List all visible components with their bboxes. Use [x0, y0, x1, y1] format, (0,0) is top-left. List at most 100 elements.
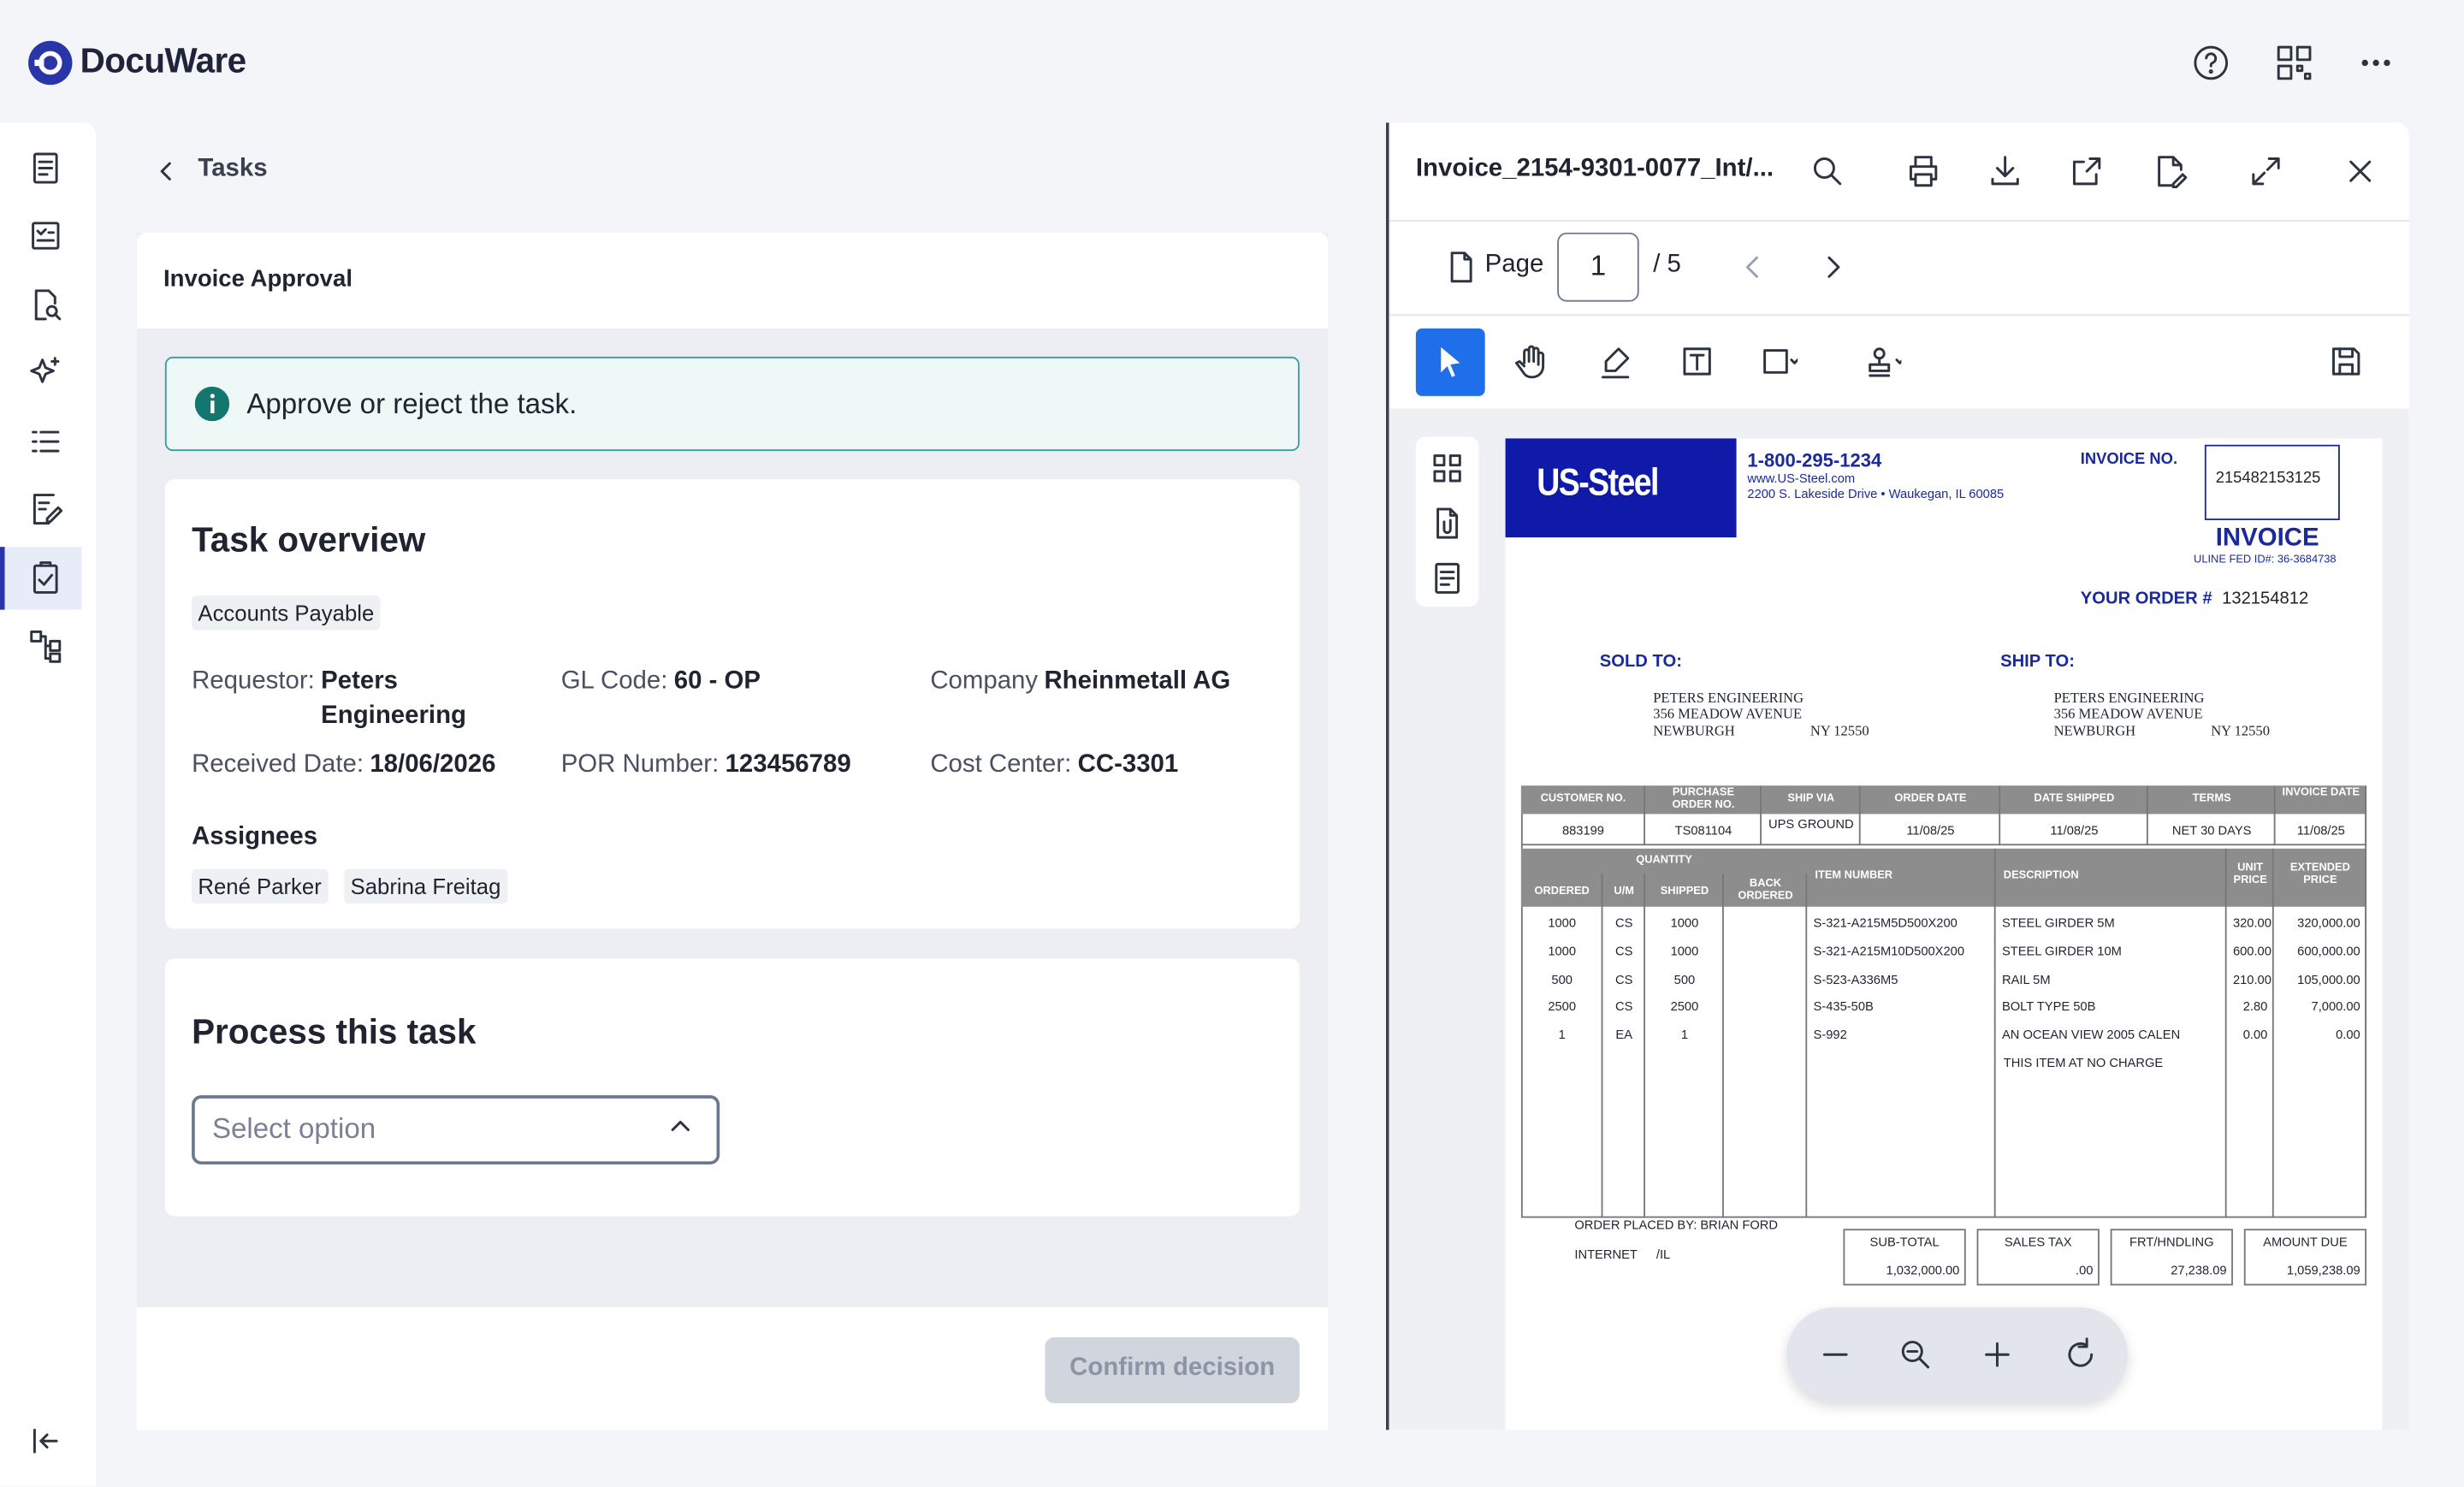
- invoice-text: PETERS ENGINEERING: [1653, 690, 1804, 706]
- table-value: 320,000.00: [2297, 915, 2360, 931]
- collapse-sidebar[interactable]: [28, 1424, 62, 1458]
- table-value: 500: [1551, 972, 1573, 986]
- invoice-text: INVOICE: [2215, 524, 2319, 552]
- field-value: Peters Engineering: [321, 667, 466, 730]
- total-box: [2110, 1229, 2233, 1286]
- page-input[interactable]: [1557, 232, 1639, 302]
- field: Company Rheinmetall AG: [930, 665, 1230, 699]
- invoice-page: [1505, 438, 2383, 1431]
- table-cell: [2274, 848, 2367, 1218]
- select-placeholder: Select option: [211, 1112, 376, 1145]
- field-value: CC-3301: [1077, 750, 1179, 779]
- nav-task-list[interactable]: [27, 560, 64, 597]
- field: POR Number: 123456789: [561, 748, 851, 782]
- nav-documents[interactable]: [27, 149, 64, 187]
- field-label: Company: [930, 667, 1039, 695]
- table-value: 1: [1558, 1028, 1566, 1043]
- nav-search[interactable]: [27, 286, 64, 323]
- field-label: GL Code:: [560, 667, 668, 695]
- select-dropdown[interactable]: [192, 1095, 720, 1164]
- zoom-fit-button[interactable]: [1898, 1337, 1933, 1371]
- total-box: [2243, 1229, 2367, 1286]
- field-label: Requestor:: [192, 667, 315, 695]
- table-header: DATE SHIPPED: [2034, 793, 2115, 805]
- nav-lists[interactable]: [27, 423, 64, 460]
- table-value: NET 30 DAYS: [2171, 823, 2252, 838]
- share-button[interactable]: [2068, 152, 2106, 190]
- table-value: 600.00: [2232, 944, 2272, 959]
- table-value: 210.00: [2232, 972, 2272, 986]
- rotate-button[interactable]: [2062, 1336, 2100, 1373]
- back-button[interactable]: [156, 159, 178, 184]
- more-button[interactable]: [2355, 43, 2396, 84]
- table-value: S-992: [1813, 1028, 1847, 1043]
- attachments-button[interactable]: [1429, 505, 1466, 542]
- table-value: 1000: [1670, 915, 1699, 931]
- table-value: 11/08/25: [2296, 823, 2345, 838]
- expand-button[interactable]: [2247, 152, 2284, 190]
- breadcrumb-link[interactable]: Tasks: [198, 155, 268, 183]
- table-cell: [1996, 848, 2227, 1218]
- divider: [1389, 220, 2409, 222]
- table-value: 1000: [1670, 944, 1699, 959]
- nav-tasks[interactable]: [27, 216, 64, 254]
- confirm-button[interactable]: [1045, 1337, 1300, 1404]
- table-cell: [1761, 785, 1861, 846]
- table-value: 11/08/25: [1906, 823, 1955, 838]
- field-value: 18/06/2026: [370, 750, 496, 779]
- prev-page-button[interactable]: [1735, 248, 1773, 286]
- pan-tool[interactable]: [1512, 342, 1549, 380]
- highlight-tool[interactable]: [1596, 342, 1634, 380]
- help-button[interactable]: [2190, 43, 2231, 84]
- invoice-text: ORDER PLACED BY: BRIAN FORD: [1574, 1217, 1778, 1232]
- print-button[interactable]: [1904, 152, 1942, 190]
- invoice-logo-block: [1505, 438, 1737, 538]
- table-cell: [1645, 874, 1724, 1218]
- invoice-text: 356 MEADOW AVENUE: [2053, 705, 2203, 722]
- field: Cost Center: CC-3301: [930, 748, 1178, 782]
- invoice-text: 132154812: [2222, 589, 2309, 608]
- thumbnails-button[interactable]: [1429, 449, 1466, 487]
- field: Requestor: Peters Engineering: [192, 665, 471, 734]
- close-button[interactable]: [2342, 152, 2379, 190]
- total-label: FRT/HNDLING: [2129, 1235, 2214, 1250]
- search-button[interactable]: [1809, 152, 1846, 190]
- logo-text: DocuWare: [80, 40, 246, 80]
- sidebar: [0, 122, 97, 1487]
- table-note: THIS ITEM AT NO CHARGE: [2003, 1056, 2164, 1070]
- page-icon: [1450, 252, 1472, 283]
- confirm-label[interactable]: Confirm decision: [1069, 1354, 1276, 1382]
- file-name: Invoice_2154-9301-0077_Int/...: [1415, 155, 1774, 183]
- nav-ai[interactable]: [27, 353, 64, 391]
- invoice-text: 1-800-295-1234: [1747, 449, 1882, 472]
- notice-box: [164, 356, 1300, 452]
- invoice-text: PETERS ENGINEERING: [2053, 690, 2205, 706]
- page-number[interactable]: 1: [1590, 250, 1607, 281]
- section-heading: Process this task: [192, 1011, 477, 1052]
- stamp-tool[interactable]: [1863, 342, 1902, 380]
- download-button[interactable]: [1987, 152, 2024, 190]
- zoom-in-button[interactable]: [1980, 1337, 2014, 1371]
- table-value: 883199: [1561, 823, 1604, 838]
- field-label: POR Number:: [560, 750, 720, 779]
- nav-forms[interactable]: [27, 490, 64, 528]
- nav-workflow[interactable]: [27, 627, 64, 665]
- text-tool[interactable]: [1679, 342, 1716, 380]
- next-page-button[interactable]: [1814, 248, 1851, 286]
- table-value: CS: [1615, 999, 1633, 1015]
- field: Received Date: 18/06/2026: [192, 748, 495, 782]
- table-value: 2.80: [2242, 999, 2268, 1015]
- table-value: BOLT TYPE 50B: [2001, 999, 2096, 1015]
- save-button[interactable]: [2327, 342, 2365, 380]
- invoice-text: NY 12550: [2211, 722, 2270, 739]
- field-label: Received Date:: [192, 750, 364, 779]
- zoom-out-button[interactable]: [1818, 1337, 1852, 1371]
- qr-button[interactable]: [2274, 43, 2315, 84]
- total-value: 27,238.09: [2171, 1263, 2227, 1278]
- shape-tool[interactable]: [1760, 342, 1798, 380]
- edit-document-button[interactable]: [2151, 152, 2189, 190]
- index-button[interactable]: [1429, 560, 1466, 597]
- table-header: UNIT PRICE: [2233, 862, 2267, 886]
- total-label: SUB-TOTAL: [1869, 1235, 1940, 1250]
